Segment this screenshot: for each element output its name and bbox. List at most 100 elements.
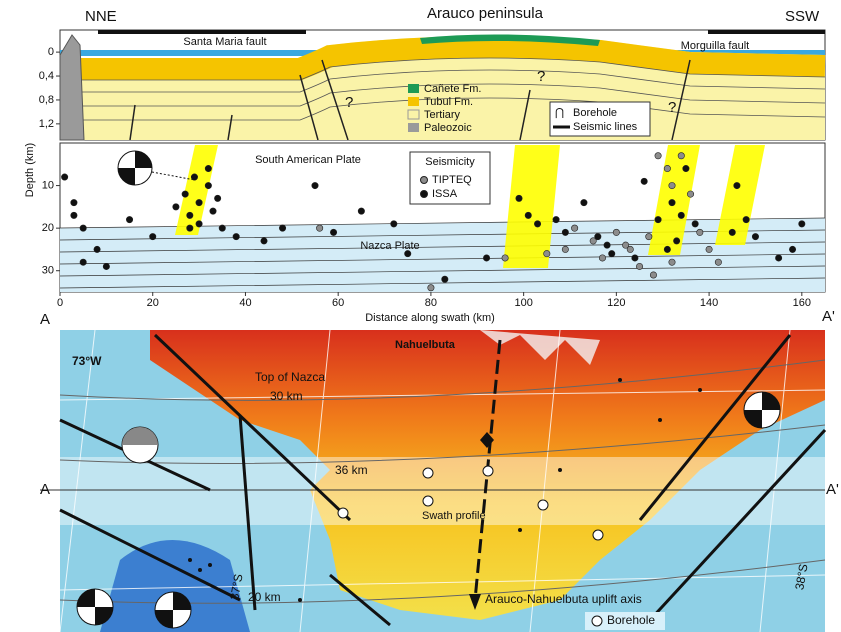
seismic-event	[649, 271, 657, 279]
seismic-event	[70, 199, 78, 207]
x-tick-label: 160	[793, 297, 811, 309]
map-label: 30 km	[270, 389, 303, 403]
seismic-event	[663, 245, 671, 253]
seismic-event	[483, 254, 491, 262]
seismic-event	[668, 199, 676, 207]
map-label: 20 km	[248, 590, 281, 604]
plate-label: South American Plate	[255, 154, 361, 166]
x-tick-label: 20	[147, 297, 159, 309]
seismic-event	[682, 165, 690, 173]
seismic-event	[691, 220, 699, 228]
seismic-event	[195, 199, 203, 207]
seismic-event	[654, 216, 662, 224]
seismic-event	[204, 182, 212, 190]
y-tick-label: 30	[42, 265, 54, 277]
seismic-event	[626, 245, 634, 253]
seismic-event	[594, 233, 602, 241]
x-tick-label: 60	[332, 297, 344, 309]
canete	[420, 34, 600, 46]
seismic-event	[571, 224, 579, 232]
seismic-event	[728, 228, 736, 236]
seismic-event	[677, 152, 685, 160]
map-label: Arauco-Nahuelbuta uplift axis	[485, 592, 642, 606]
borehole-symbol	[591, 615, 603, 627]
y-tick-label: 10	[42, 179, 54, 191]
seismic-event	[427, 284, 435, 292]
x-tick-label: 40	[239, 297, 251, 309]
seismic-event	[640, 177, 648, 185]
seismic-event	[190, 173, 198, 181]
seismic-event	[515, 194, 523, 202]
seismic-event	[645, 233, 653, 241]
seismic-event	[668, 182, 676, 190]
seismic-event	[70, 211, 78, 219]
y-tick-label: 20	[42, 222, 54, 234]
seismic-line	[708, 30, 825, 34]
seismic-event	[79, 258, 87, 266]
question-mark: ?	[345, 94, 353, 111]
y-tick-label: 0,4	[39, 70, 54, 82]
seismic-event	[705, 245, 713, 253]
cross-section: NNE SSW Arauco peninsula Santa Maria fau…	[59, 5, 826, 141]
seismic-event	[789, 245, 797, 253]
seismic-event	[93, 245, 101, 253]
seismic-event	[316, 224, 324, 232]
seismic-event	[677, 211, 685, 219]
seismic-event	[534, 220, 542, 228]
legend-label: Tertiary	[424, 109, 461, 121]
seismic-event	[751, 233, 759, 241]
legend-label: Paleozoic	[424, 122, 472, 134]
seismic-event	[687, 190, 695, 198]
seismic-event	[279, 224, 287, 232]
seismic-event	[654, 152, 662, 160]
seismic-event	[608, 250, 616, 258]
seismic-event	[209, 207, 217, 215]
focal-mechanism	[76, 391, 781, 629]
seismic-event	[589, 237, 597, 245]
tubul	[80, 36, 826, 80]
seismic-event	[260, 237, 268, 245]
y-tick-label: 0,8	[39, 94, 54, 106]
fault-label: Morguilla fault	[681, 40, 749, 52]
paleozoic	[59, 34, 85, 141]
seismic-event	[543, 250, 551, 258]
seismic-event	[742, 216, 750, 224]
seismic-event	[663, 165, 671, 173]
map-label: Borehole	[607, 613, 655, 627]
faults	[129, 59, 691, 141]
seismic-event	[214, 194, 222, 202]
scatter	[61, 152, 806, 292]
seismic-event	[102, 262, 110, 270]
seismic-event	[524, 211, 532, 219]
y-tick-label: 0	[48, 46, 54, 58]
seismic-event	[232, 233, 240, 241]
nne-label: NNE	[85, 8, 117, 25]
map-label: 36 km	[335, 463, 368, 477]
seismic-event	[622, 241, 630, 249]
seismic-event	[218, 224, 226, 232]
seismic-event	[501, 254, 509, 262]
seismic-event	[603, 241, 611, 249]
question-mark: ?	[537, 68, 545, 85]
legend-marker	[420, 176, 428, 184]
profile-label: A	[40, 481, 50, 498]
x-tick-label: 0	[57, 297, 63, 309]
seismic-event	[552, 216, 560, 224]
legend-label: ISSA	[432, 188, 458, 200]
seismic-event	[149, 233, 157, 241]
x-axis-label: Distance along swath (km)	[365, 312, 495, 324]
legend-title: Seismicity	[425, 156, 475, 168]
ssw-label: SSW	[785, 8, 820, 25]
seismic-event	[561, 228, 569, 236]
seismic-event	[186, 224, 194, 232]
borehole-legend	[585, 612, 665, 630]
x-tick-label: 100	[514, 297, 532, 309]
seismic-event	[673, 237, 681, 245]
seismic-event	[186, 211, 194, 219]
seismic-event	[172, 203, 180, 211]
seismic-event	[390, 220, 398, 228]
fault-label: Santa Maria fault	[183, 36, 266, 48]
svg-text:⋂: ⋂	[555, 107, 564, 119]
seismic-event	[195, 220, 203, 228]
